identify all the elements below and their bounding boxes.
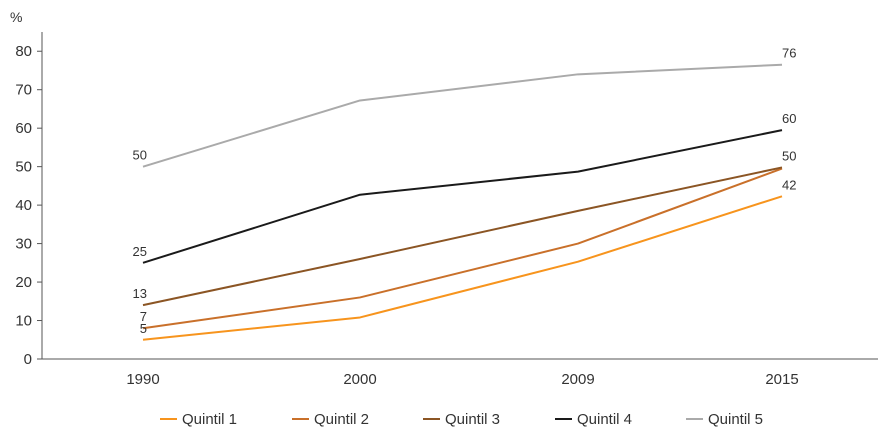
y-axis-ticks: 0 10 20 30 40 50 60 70 80 — [15, 43, 42, 368]
y-tick-label: 30 — [15, 236, 32, 253]
series-line — [142, 63, 783, 168]
x-tick-label: 2000 — [343, 371, 376, 388]
y-tick-label: 40 — [15, 197, 32, 214]
data-label: 76 — [782, 46, 796, 61]
x-tick-label: 2009 — [561, 371, 594, 388]
series-line — [142, 166, 783, 307]
data-label: 50 — [782, 148, 796, 163]
data-label: 5 — [140, 321, 147, 336]
data-labels: 5 42 7 13 50 25 60 50 76 — [133, 46, 797, 336]
data-label: 50 — [133, 148, 147, 163]
y-tick-label: 10 — [15, 313, 32, 330]
legend-label: Quintil 1 — [182, 411, 237, 428]
y-tick-label: 20 — [15, 274, 32, 291]
x-tick-label: 1990 — [126, 371, 159, 388]
data-label: 42 — [782, 177, 796, 192]
series-lines — [142, 63, 783, 341]
y-tick-label: 70 — [15, 82, 32, 99]
y-axis-unit-label: % — [10, 9, 22, 25]
y-tick-label: 50 — [15, 159, 32, 176]
legend-label: Quintil 4 — [577, 411, 632, 428]
legend-label: Quintil 3 — [445, 411, 500, 428]
data-label: 25 — [133, 244, 147, 259]
data-label: 13 — [133, 286, 147, 301]
legend-label: Quintil 5 — [708, 411, 763, 428]
legend-label: Quintil 2 — [314, 411, 369, 428]
data-label: 60 — [782, 111, 796, 126]
series-line — [142, 167, 783, 330]
legend: Quintil 1 Quintil 2 Quintil 3 Quintil 4 Quin… — [160, 411, 763, 428]
series-line — [142, 129, 783, 264]
x-tick-label: 2015 — [765, 371, 798, 388]
y-tick-label: 80 — [15, 43, 32, 60]
series-line — [142, 195, 783, 341]
x-axis-ticks: 1990 2000 2009 2015 — [126, 371, 798, 388]
y-tick-label: 60 — [15, 120, 32, 137]
y-tick-label: 0 — [24, 351, 32, 368]
data-label: 7 — [140, 309, 147, 324]
